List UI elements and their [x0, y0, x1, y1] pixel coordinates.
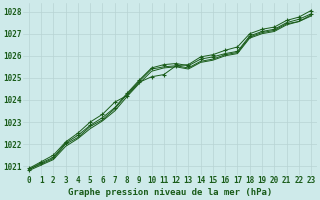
X-axis label: Graphe pression niveau de la mer (hPa): Graphe pression niveau de la mer (hPa)	[68, 188, 272, 197]
